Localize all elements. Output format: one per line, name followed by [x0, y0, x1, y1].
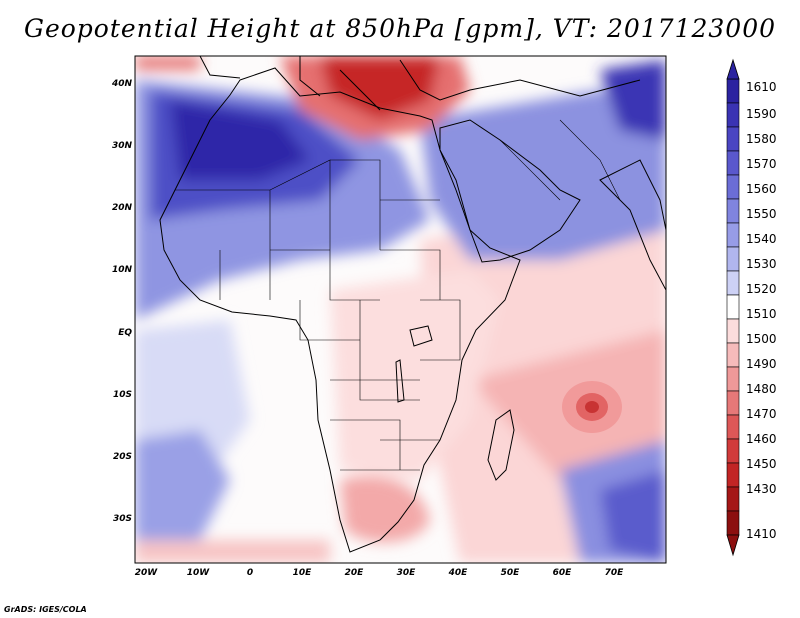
colorbar-label-1490: 1490	[746, 357, 777, 371]
lon-label-20w: 20W	[134, 568, 158, 578]
colorbar-segment	[726, 438, 740, 464]
colorbar-label-1560: 1560	[746, 182, 777, 196]
colorbar-label-1590: 1590	[746, 107, 777, 121]
colorbar-label-1610: 1610	[746, 80, 777, 94]
colorbar-segment	[726, 270, 740, 296]
lake-victoria	[409, 325, 433, 347]
colorbar-segment	[726, 318, 740, 344]
colorbar-label-1540: 1540	[746, 232, 777, 246]
east-africa-pink	[330, 270, 500, 480]
mediterranean-low-core	[320, 56, 440, 120]
arabia-coastline	[439, 119, 581, 263]
colorbar-label-1500: 1500	[746, 332, 777, 346]
colorbar-label-1480: 1480	[746, 382, 777, 396]
south-indian-high-core	[600, 470, 666, 563]
colorbar-segment	[726, 198, 740, 224]
nw-corner-low	[135, 56, 200, 70]
south-africa-low	[340, 476, 430, 543]
madagascar-coastline	[487, 409, 515, 481]
colorbar-label-1460: 1460	[746, 432, 777, 446]
border-lines	[175, 119, 621, 471]
grads-credit: GrADS: IGES/COLA	[4, 605, 87, 614]
india-high-core	[600, 60, 666, 140]
colorbar-segment	[726, 246, 740, 272]
colorbar-segments	[726, 78, 740, 536]
colorbar-segment	[726, 342, 740, 368]
cyclone-core	[585, 401, 599, 413]
colorbar-segment	[726, 390, 740, 416]
lon-label-60e: 60E	[552, 568, 572, 578]
lake-tanganyika	[395, 359, 405, 403]
colorbar-label-1580: 1580	[746, 132, 777, 146]
arabia-high	[420, 90, 666, 260]
colorbar-segment	[726, 150, 740, 176]
colorbar-segment	[726, 222, 740, 248]
lon-label-20e: 20E	[344, 568, 364, 578]
colorbar-label-1410: 1410	[746, 527, 777, 541]
colorbar-segment	[726, 510, 740, 536]
colorbar-segment	[726, 294, 740, 320]
lon-label-0: 0	[246, 568, 254, 578]
height-field	[135, 56, 666, 563]
lon-label-10w: 10W	[186, 568, 210, 578]
colorbar-label-1550: 1550	[746, 207, 777, 221]
lon-label-10e: 10E	[292, 568, 312, 578]
colorbar-label-1450: 1450	[746, 457, 777, 471]
colorbar-top-arrow	[726, 58, 740, 80]
colorbar-segment	[726, 366, 740, 392]
lon-label-30e: 30E	[396, 568, 416, 578]
colorbar-segment	[726, 486, 740, 512]
lon-label-50e: 50E	[500, 568, 520, 578]
colorbar-label-1470: 1470	[746, 407, 777, 421]
colorbar-segment	[726, 462, 740, 488]
colorbar	[726, 58, 740, 557]
colorbar-segment	[726, 102, 740, 128]
colorbar-segment	[726, 174, 740, 200]
map-title: Geopotential Height at 850hPa [gpm], VT:…	[23, 14, 777, 43]
coastlines	[159, 56, 666, 553]
colorbar-label-1530: 1530	[746, 257, 777, 271]
lat-label-30n: 30N	[111, 141, 132, 151]
europe-coastline	[199, 56, 641, 111]
map-frame	[134, 55, 667, 564]
colorbar-label-1570: 1570	[746, 157, 777, 171]
sahara-high-core	[170, 100, 310, 180]
lat-label-30s: 30S	[112, 514, 132, 524]
lat-label-10s: 10S	[112, 390, 132, 400]
lat-label-20n: 20N	[111, 203, 132, 213]
colorbar-label-1520: 1520	[746, 282, 777, 296]
colorbar-segment	[726, 414, 740, 440]
colorbar-segment	[726, 126, 740, 152]
africa-coastline	[159, 67, 521, 553]
colorbar-label-1430: 1430	[746, 482, 777, 496]
india-coastline	[599, 159, 666, 291]
lon-label-70e: 70E	[604, 568, 624, 578]
country-borders	[175, 119, 621, 471]
south-atlantic-high	[135, 430, 230, 540]
southern-band	[135, 540, 330, 563]
lat-label-eq: EQ	[118, 328, 132, 338]
colorbar-segment	[726, 78, 740, 104]
lat-label-10n: 10N	[111, 265, 132, 275]
lon-label-40e: 40E	[448, 568, 468, 578]
lat-label-40n: 40N	[111, 79, 132, 89]
colorbar-bottom-arrow	[726, 534, 740, 557]
colorbar-label-1510: 1510	[746, 307, 777, 321]
lat-label-20s: 20S	[112, 452, 132, 462]
